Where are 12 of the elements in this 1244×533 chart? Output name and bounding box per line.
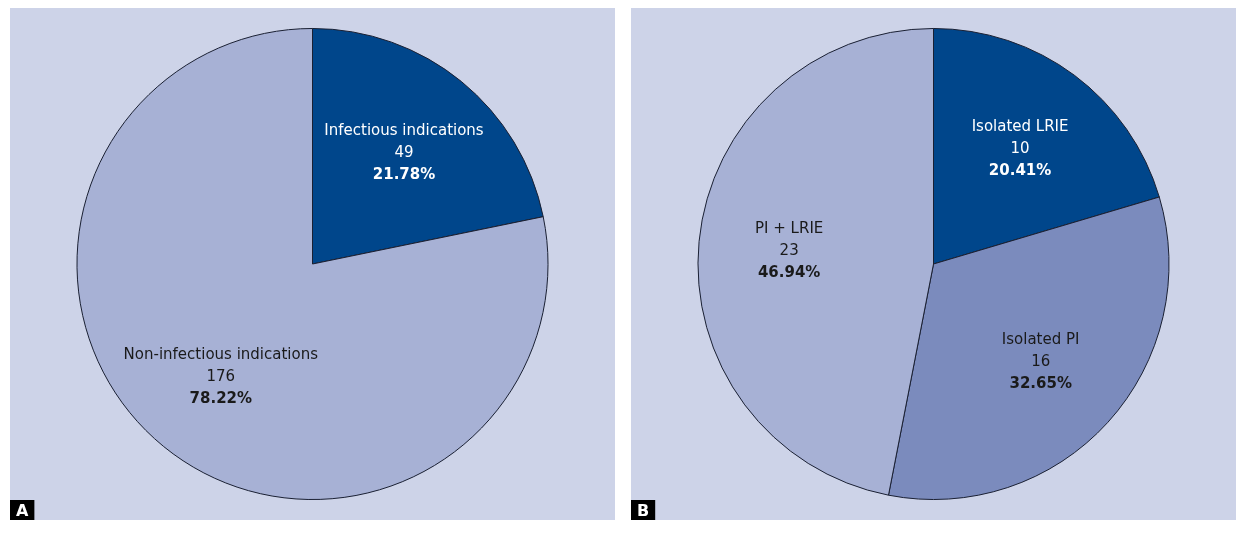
- text: B: [637, 500, 650, 520]
- data-label: 23 46.94%: [757, 241, 821, 282]
- slice-label: Isolated LRIE: [971, 116, 1069, 135]
- text: A: [16, 500, 29, 520]
- data-label: 10 20.41%: [988, 138, 1052, 179]
- data-label: 16 32.65%: [1009, 352, 1072, 393]
- slice-label: Infectious indications: [324, 120, 484, 139]
- slice-label: PI + LRIE: [755, 219, 824, 238]
- data-label: 49 21.78%: [372, 142, 436, 183]
- slice-label: Non-infectious indications: [123, 345, 319, 364]
- data-label: 176 78.22%: [189, 367, 253, 408]
- slice-label: Isolated PI: [1001, 330, 1080, 349]
